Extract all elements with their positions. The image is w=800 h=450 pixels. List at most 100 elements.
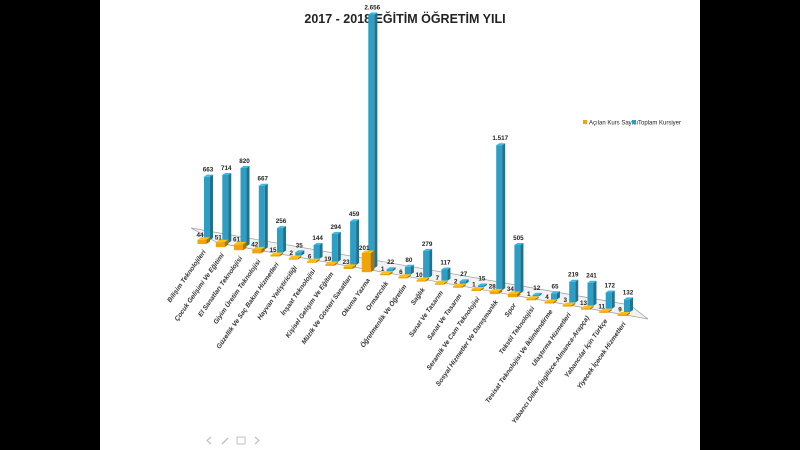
presentation-slide: 2017 - 2018 EĞİTİM ÖĞRETİM YILI Açılan K… xyxy=(100,0,700,450)
bar-courses-3 xyxy=(252,246,265,254)
bar-trainees-19 xyxy=(550,291,560,300)
legend-swatch xyxy=(632,120,636,124)
bar-courses-9 xyxy=(361,250,375,273)
bar-courses-15 xyxy=(471,286,484,291)
bar-courses-2 xyxy=(234,241,247,251)
data-label: 667 xyxy=(258,176,269,183)
data-label: 2.656 xyxy=(364,5,380,12)
data-label: 279 xyxy=(422,241,433,248)
data-label: 15 xyxy=(269,247,277,254)
bar-courses-12 xyxy=(416,277,430,282)
data-label: 51 xyxy=(215,234,223,241)
bar-courses-8 xyxy=(343,264,357,270)
bar-courses-23 xyxy=(617,312,630,316)
category-label: Sağlık xyxy=(410,286,427,306)
next-icon[interactable] xyxy=(252,436,262,445)
data-label: 23 xyxy=(343,259,351,266)
data-label: 294 xyxy=(331,224,342,231)
data-label: 34 xyxy=(507,286,515,293)
data-label: 172 xyxy=(604,282,615,289)
bar-trainees-0 xyxy=(204,174,213,240)
bar-trainees-3 xyxy=(258,183,268,250)
data-label: 256 xyxy=(276,218,287,225)
data-label: 2 xyxy=(454,278,458,285)
data-label: 820 xyxy=(239,158,250,165)
bar-trainees-8 xyxy=(350,219,360,266)
data-label: 80 xyxy=(405,257,413,264)
slide-controls xyxy=(204,436,262,448)
bar-trainees-18 xyxy=(532,292,542,297)
bar-trainees-17 xyxy=(514,242,524,294)
data-label: 11 xyxy=(598,303,605,310)
chart-legend: Açılan Kurs Sayısı Toplam Kursiyer xyxy=(583,120,681,127)
bar-courses-13 xyxy=(434,280,448,285)
category-label: İnşaat Teknolojisi xyxy=(279,267,317,317)
data-label: 19 xyxy=(324,256,332,263)
chart-title: 2017 - 2018 EĞİTİM ÖĞRETİM YILI xyxy=(304,11,505,26)
data-label: 1 xyxy=(472,282,476,289)
category-label: Ulaştırma Hizmetleri xyxy=(531,312,573,368)
data-label: 144 xyxy=(312,235,323,242)
legend-label: Toplam Kursiyer xyxy=(638,121,681,127)
data-label: 241 xyxy=(586,273,597,280)
legend-swatch xyxy=(583,120,587,124)
data-label: 28 xyxy=(489,283,497,290)
previous-icon[interactable] xyxy=(204,436,214,445)
data-label: 35 xyxy=(296,242,304,249)
data-label: 42 xyxy=(251,241,259,248)
data-label: 65 xyxy=(551,283,559,290)
category-label: Yabancı Diller (İngilizce-Almanca-Arapça… xyxy=(510,314,591,425)
bar-courses-20 xyxy=(562,302,576,307)
data-label: 22 xyxy=(387,259,395,266)
legend-item-0: Açılan Kurs Sayısı xyxy=(583,120,638,127)
data-label: 44 xyxy=(196,232,204,239)
data-label: 1.517 xyxy=(492,135,508,142)
bar-courses-17 xyxy=(507,291,521,298)
bar-courses-4 xyxy=(270,252,284,257)
category-label: Hayvan Yetiştiriciliği xyxy=(256,265,299,322)
bar-trainees-22 xyxy=(605,290,615,309)
bar-trainees-11 xyxy=(404,264,414,275)
bar-trainees-6 xyxy=(313,243,323,259)
menu-icon[interactable] xyxy=(236,436,246,445)
data-label: 15 xyxy=(478,276,486,283)
data-label: 1 xyxy=(381,266,385,273)
bar-courses-11 xyxy=(398,274,411,279)
bars-group: 663 44 7 1 4 51 820 61 667 42 256 15 35 2 144 6 294 19 459… xyxy=(196,5,634,316)
category-label: Spor xyxy=(504,302,519,319)
bar-trainees-9 xyxy=(368,12,378,269)
bar-trainees-5 xyxy=(295,250,305,256)
bar-courses-7 xyxy=(325,261,338,266)
bar-trainees-15 xyxy=(477,283,487,287)
bar-trainees-12 xyxy=(423,248,433,278)
bar-trainees-21 xyxy=(587,280,597,306)
bar-courses-14 xyxy=(453,283,466,288)
data-label: 10 xyxy=(416,272,424,279)
data-label: 117 xyxy=(440,260,451,267)
bar-courses-1 xyxy=(215,239,229,248)
bar-courses-5 xyxy=(288,255,302,260)
bar-courses-18 xyxy=(526,296,539,301)
bar-trainees-14 xyxy=(459,279,469,284)
data-label: 7 xyxy=(436,275,440,282)
data-label: 6 xyxy=(308,253,312,260)
category-label: Bilişim Teknolojileri xyxy=(166,249,207,304)
data-label: 3 xyxy=(563,297,567,304)
pen-icon[interactable] xyxy=(220,436,230,445)
data-label: 61 xyxy=(233,236,241,243)
bar-trainees-1 xyxy=(222,172,232,244)
data-label: 505 xyxy=(513,235,524,242)
data-label: 13 xyxy=(580,300,588,307)
bar-trainees-13 xyxy=(441,267,451,281)
data-label: 201 xyxy=(359,245,370,252)
data-label: 459 xyxy=(349,211,360,218)
bar-trainees-23 xyxy=(624,297,633,312)
data-label: 12 xyxy=(533,285,541,292)
legend-item-1: Toplam Kursiyer xyxy=(632,120,681,127)
bar-courses-19 xyxy=(544,299,557,304)
data-label: 663 xyxy=(203,167,214,174)
legend-label: Açılan Kurs Sayısı xyxy=(589,121,638,127)
data-label: 4 xyxy=(545,294,549,301)
data-label: 27 xyxy=(460,271,468,278)
